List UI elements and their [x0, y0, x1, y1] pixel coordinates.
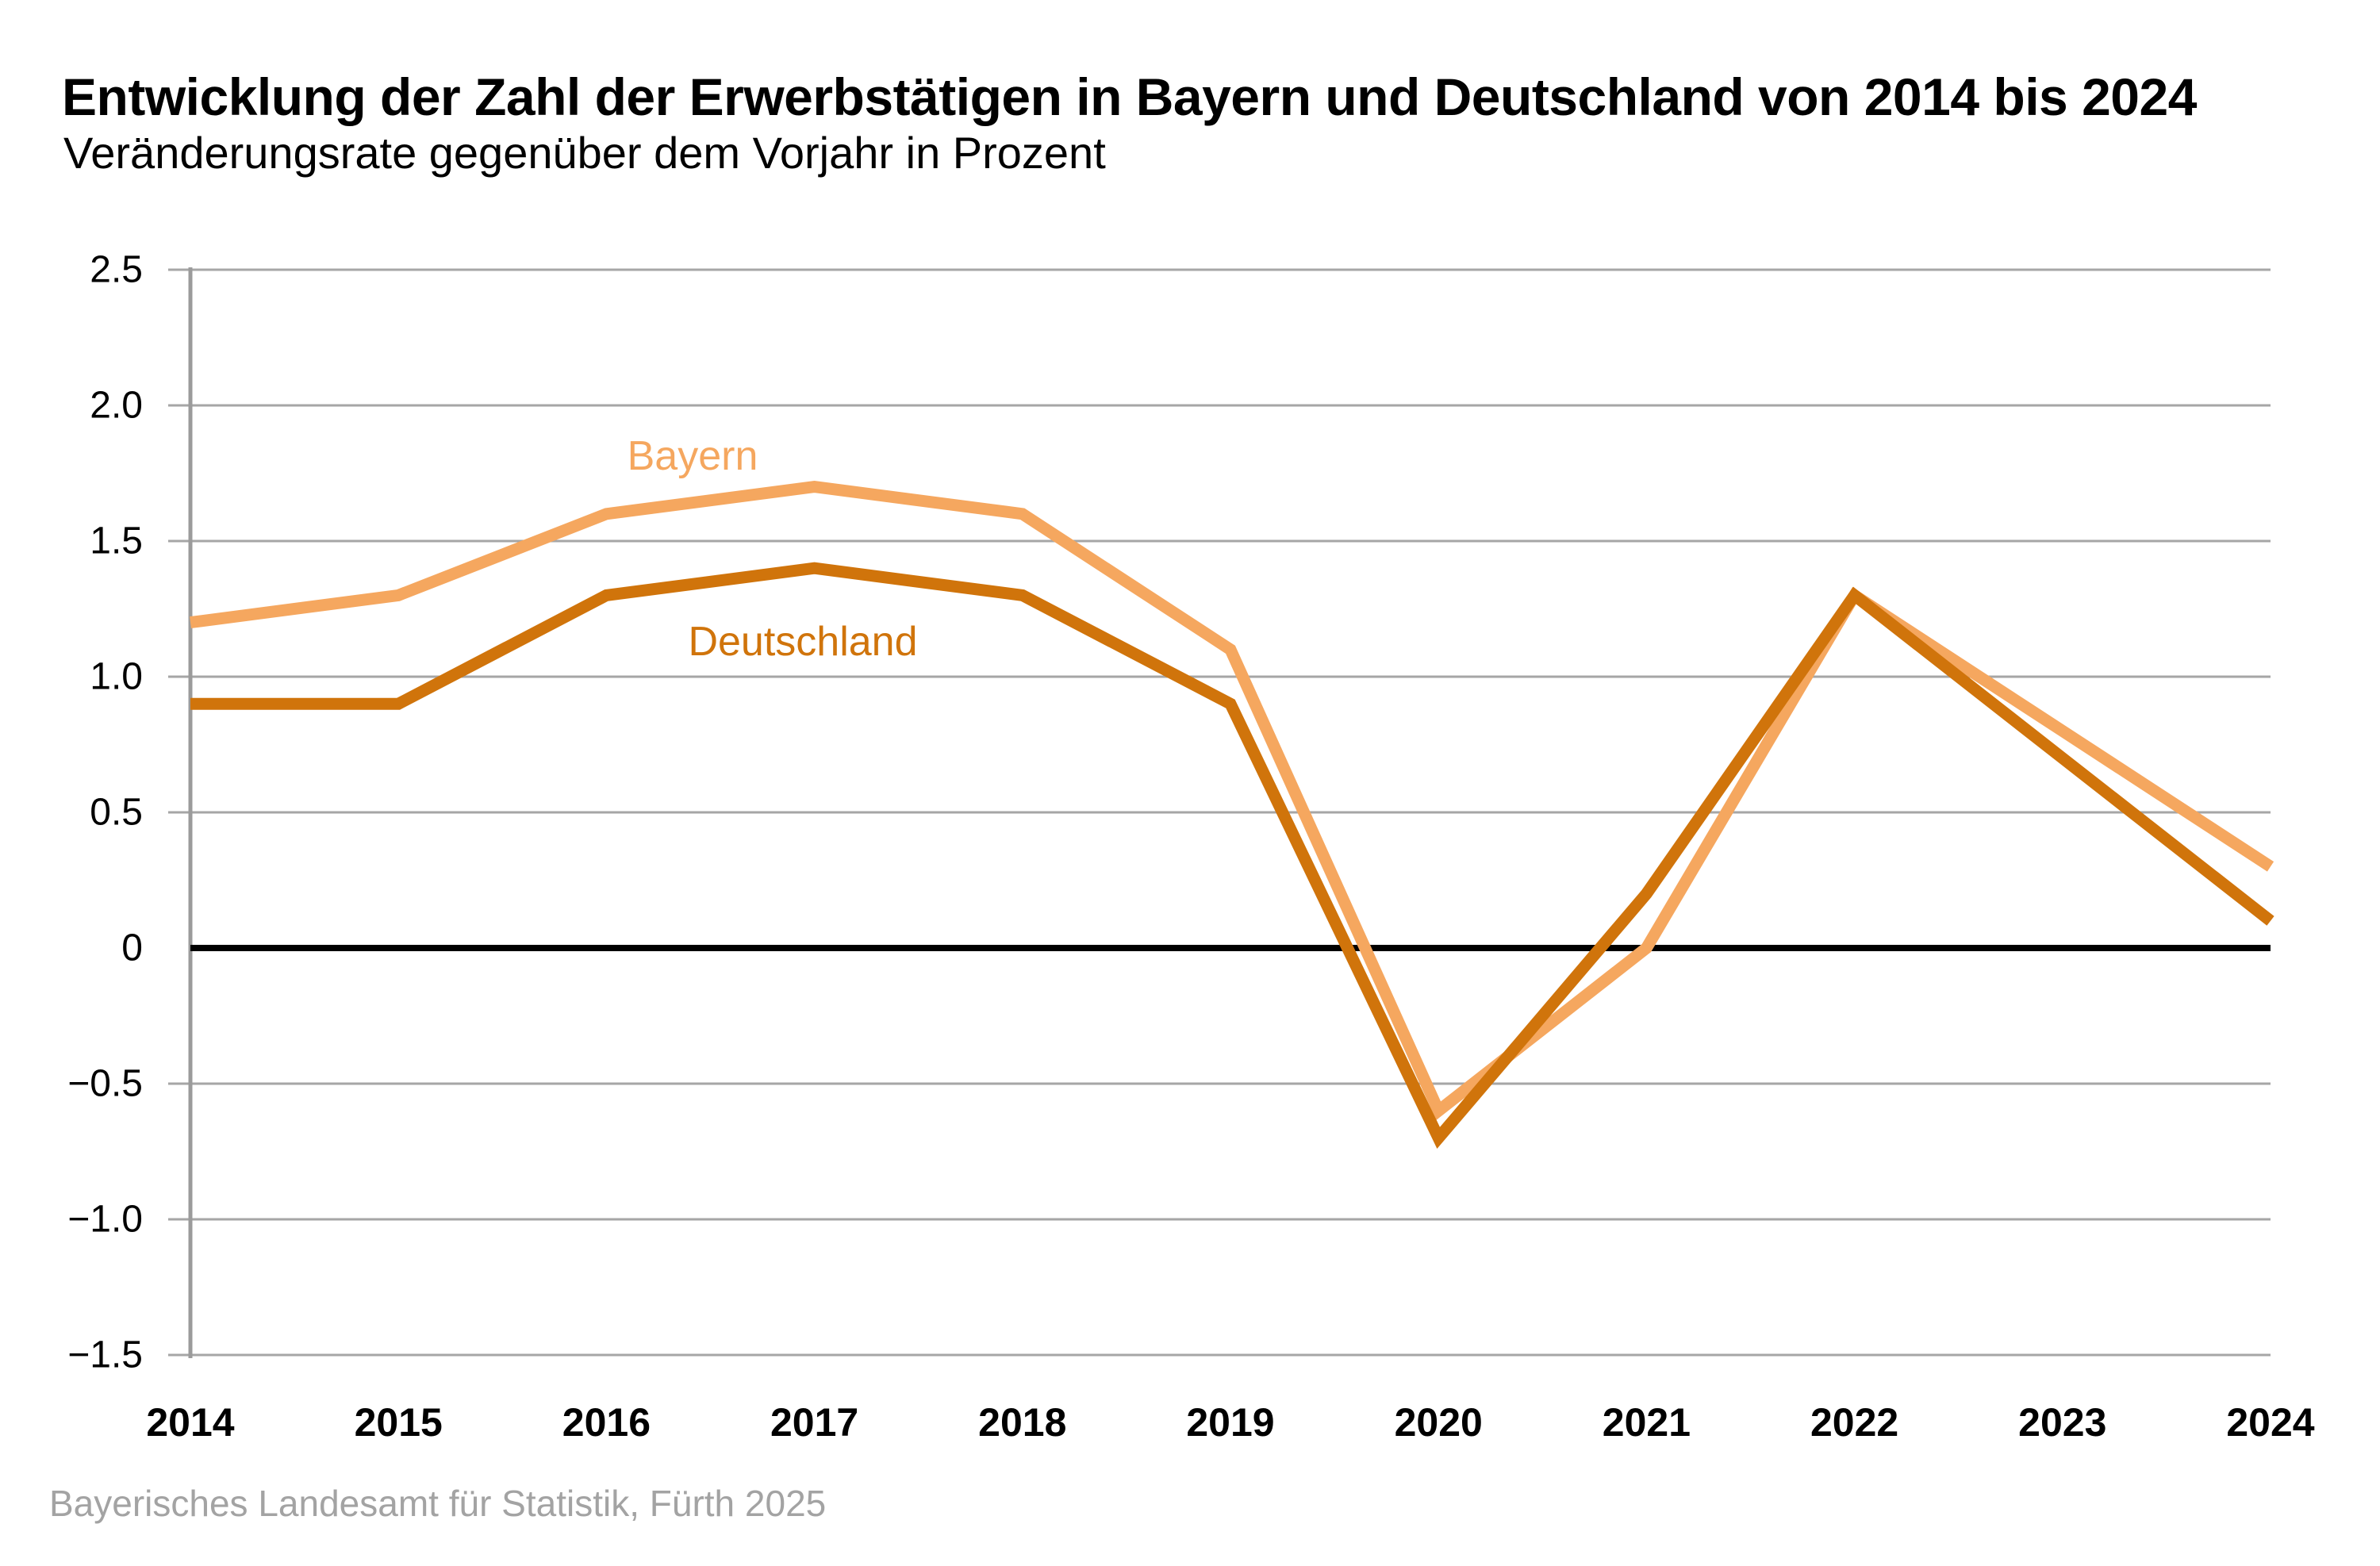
y-tick-label: 0: [121, 927, 143, 969]
y-tick-label: −1.5: [67, 1334, 143, 1376]
y-axis-labels: 2.5 2.0 1.5 1.0 0.5 0 −0.5 −1.0 −1.5: [67, 249, 143, 1376]
x-tick-label: 2016: [562, 1400, 651, 1445]
y-tick-label: 2.5: [90, 249, 143, 291]
x-tick-label: 2019: [1186, 1400, 1274, 1445]
x-axis-labels: 2014 2015 2016 2017 2018 2019 2020 2021 2022 2023…: [146, 1400, 2314, 1445]
x-tick-label: 2023: [2018, 1400, 2106, 1445]
page-subtitle: Veränderungsrate gegenüber dem Vorjahr i…: [63, 128, 1106, 178]
y-tick-label: −0.5: [67, 1063, 143, 1105]
x-tick-label: 2021: [1603, 1400, 1691, 1445]
x-tick-label: 2024: [2226, 1400, 2314, 1445]
y-tick-label: 0.5: [90, 792, 143, 834]
deutschland-series-label: Deutschland: [688, 619, 917, 665]
x-tick-label: 2017: [770, 1400, 858, 1445]
x-tick-label: 2018: [978, 1400, 1066, 1445]
bayern-series-label: Bayern: [628, 433, 758, 479]
y-tick-label: 2.0: [90, 385, 143, 427]
page-title: Entwicklung der Zahl der Erwerbstätigen …: [62, 67, 2197, 126]
gridlines: [168, 268, 2271, 1357]
bayern-line: [190, 481, 2274, 1120]
y-tick-label: 1.5: [90, 520, 143, 562]
y-tick-label: 1.0: [90, 656, 143, 698]
deutschland-line: [190, 562, 2274, 1150]
x-tick-label: 2014: [146, 1400, 234, 1445]
x-tick-label: 2020: [1395, 1400, 1483, 1445]
x-tick-label: 2022: [1810, 1400, 1898, 1445]
source-note: Bayerisches Landesamt für Statistik, Für…: [49, 1483, 827, 1524]
x-tick-label: 2015: [355, 1400, 443, 1445]
y-tick-label: −1.0: [67, 1199, 143, 1241]
